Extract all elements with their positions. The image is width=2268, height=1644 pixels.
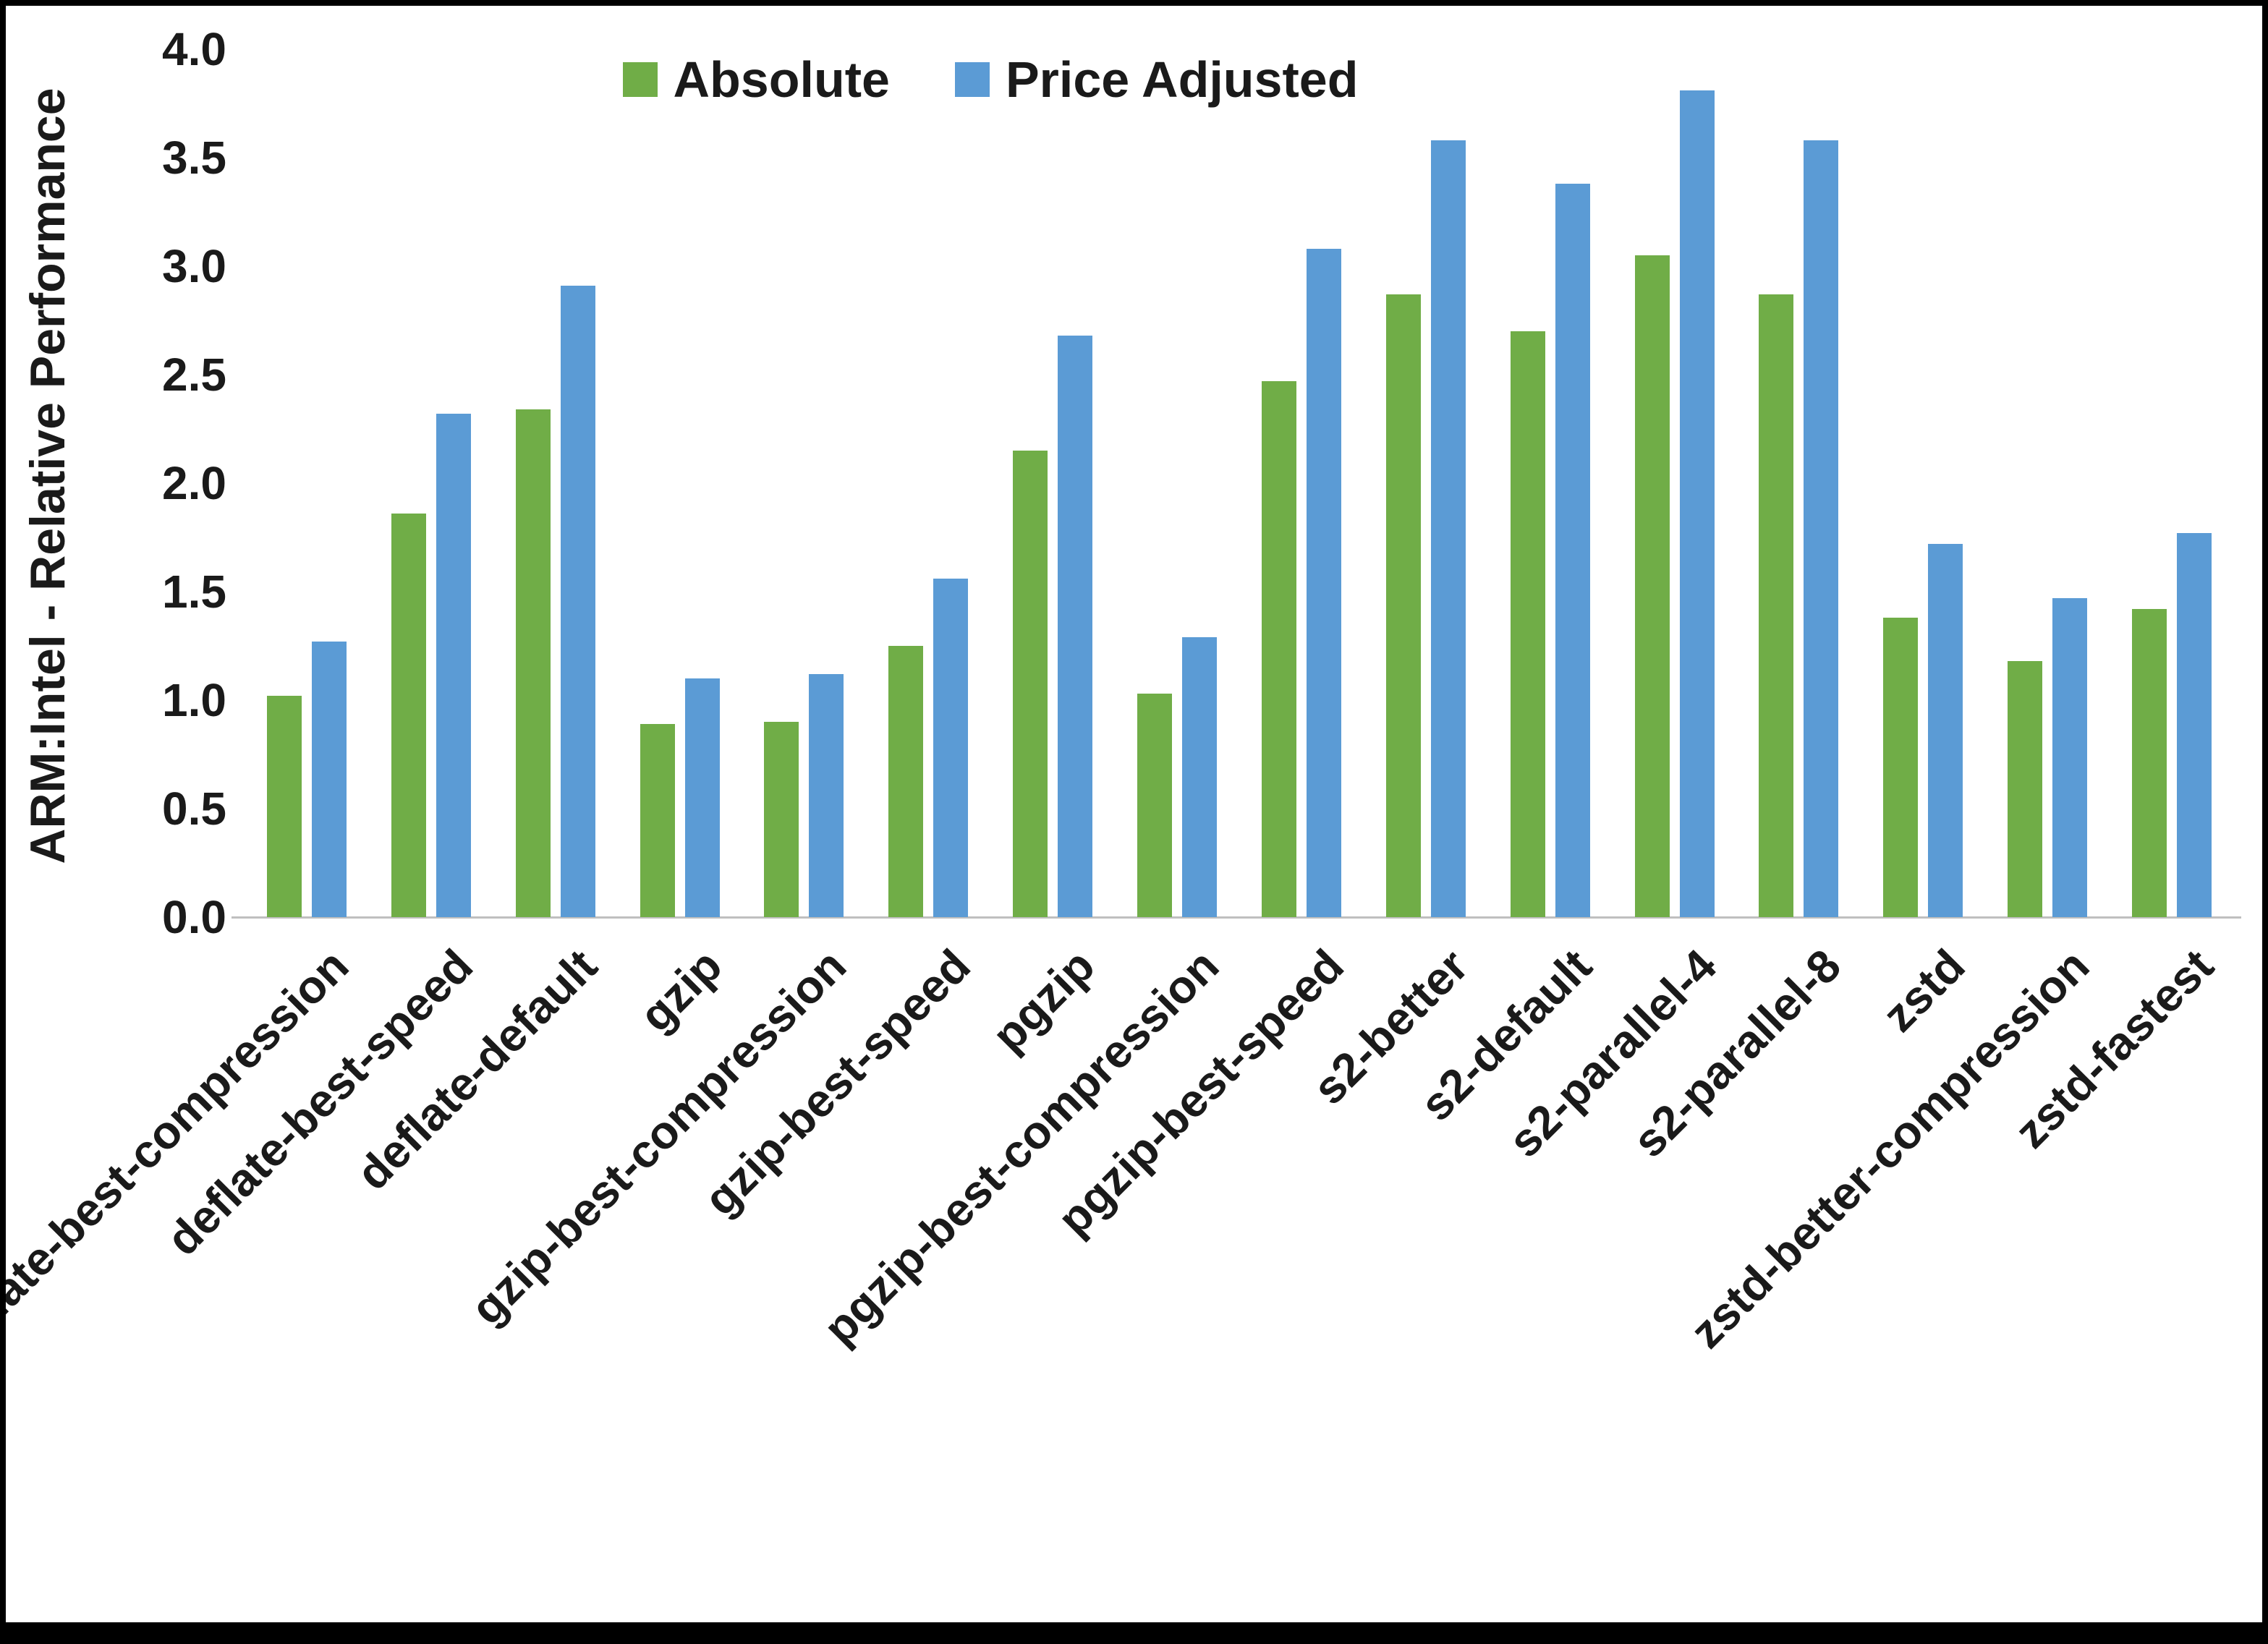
bar-price-adjusted bbox=[684, 678, 720, 917]
bar-absolute bbox=[2132, 609, 2167, 917]
bar-absolute bbox=[1759, 294, 1794, 917]
plot-area: Absolute Price Adjusted bbox=[232, 49, 2241, 919]
bar-price-adjusted bbox=[2052, 598, 2088, 917]
bar-price-adjusted bbox=[436, 414, 471, 917]
bar-absolute bbox=[1385, 294, 1421, 917]
bar-absolute bbox=[1883, 618, 1919, 917]
x-axis-line bbox=[232, 916, 2241, 919]
legend-item-absolute: Absolute bbox=[622, 51, 890, 108]
bar-absolute bbox=[1137, 694, 1173, 917]
bar-absolute bbox=[1261, 381, 1296, 917]
x-axis-label: deflate-best-compression bbox=[0, 939, 359, 1375]
bar-price-adjusted bbox=[1679, 90, 1715, 917]
bar-price-adjusted bbox=[1804, 140, 1839, 917]
bar-absolute bbox=[2008, 661, 2043, 917]
bar-price-adjusted bbox=[311, 642, 347, 917]
y-tick-label: 1.0 bbox=[162, 674, 226, 726]
bar-price-adjusted bbox=[809, 674, 844, 917]
bar-price-adjusted bbox=[1928, 544, 1963, 917]
legend: Absolute Price Adjusted bbox=[622, 51, 1359, 108]
x-axis-labels: deflate-best-compression deflate-best-spe… bbox=[6, 919, 2234, 1606]
y-tick-label: 2.0 bbox=[162, 457, 226, 509]
legend-label: Price Adjusted bbox=[1005, 51, 1359, 108]
bar-absolute bbox=[515, 409, 551, 917]
y-axis: 0.0 0.5 1.0 1.5 2.0 2.5 3.0 3.5 4.0 bbox=[6, 23, 226, 943]
bar-absolute bbox=[640, 724, 675, 917]
y-tick-label: 3.5 bbox=[162, 132, 226, 184]
y-tick-label: 3.0 bbox=[162, 240, 226, 292]
bar-price-adjusted bbox=[1182, 637, 1218, 917]
y-tick-label: 0.5 bbox=[162, 783, 226, 835]
legend-label: Absolute bbox=[673, 51, 890, 108]
bar-absolute bbox=[1013, 451, 1048, 917]
bar-absolute bbox=[266, 696, 302, 917]
y-tick-label: 0.0 bbox=[162, 891, 226, 943]
bar-price-adjusted bbox=[1058, 336, 1093, 917]
bar-absolute bbox=[1634, 255, 1670, 917]
bar-price-adjusted bbox=[1306, 249, 1341, 917]
y-tick-label: 1.5 bbox=[162, 566, 226, 618]
x-axis-label: gzip bbox=[629, 939, 732, 1042]
legend-swatch-absolute bbox=[622, 62, 658, 97]
bar-absolute bbox=[764, 722, 799, 917]
bar-absolute bbox=[1510, 331, 1545, 917]
x-axis-label: zstd bbox=[1872, 939, 1975, 1042]
legend-swatch-price-adjusted bbox=[954, 62, 990, 97]
bar-price-adjusted bbox=[2177, 533, 2212, 917]
bar-price-adjusted bbox=[933, 579, 969, 917]
y-tick-label: 4.0 bbox=[162, 23, 226, 75]
bar-price-adjusted bbox=[1430, 140, 1466, 917]
bar-absolute bbox=[391, 514, 426, 917]
bar-price-adjusted bbox=[560, 286, 595, 917]
y-tick-label: 2.5 bbox=[162, 349, 226, 401]
legend-item-price-adjusted: Price Adjusted bbox=[954, 51, 1359, 108]
bar-price-adjusted bbox=[1555, 184, 1590, 917]
bar-absolute bbox=[888, 646, 924, 917]
